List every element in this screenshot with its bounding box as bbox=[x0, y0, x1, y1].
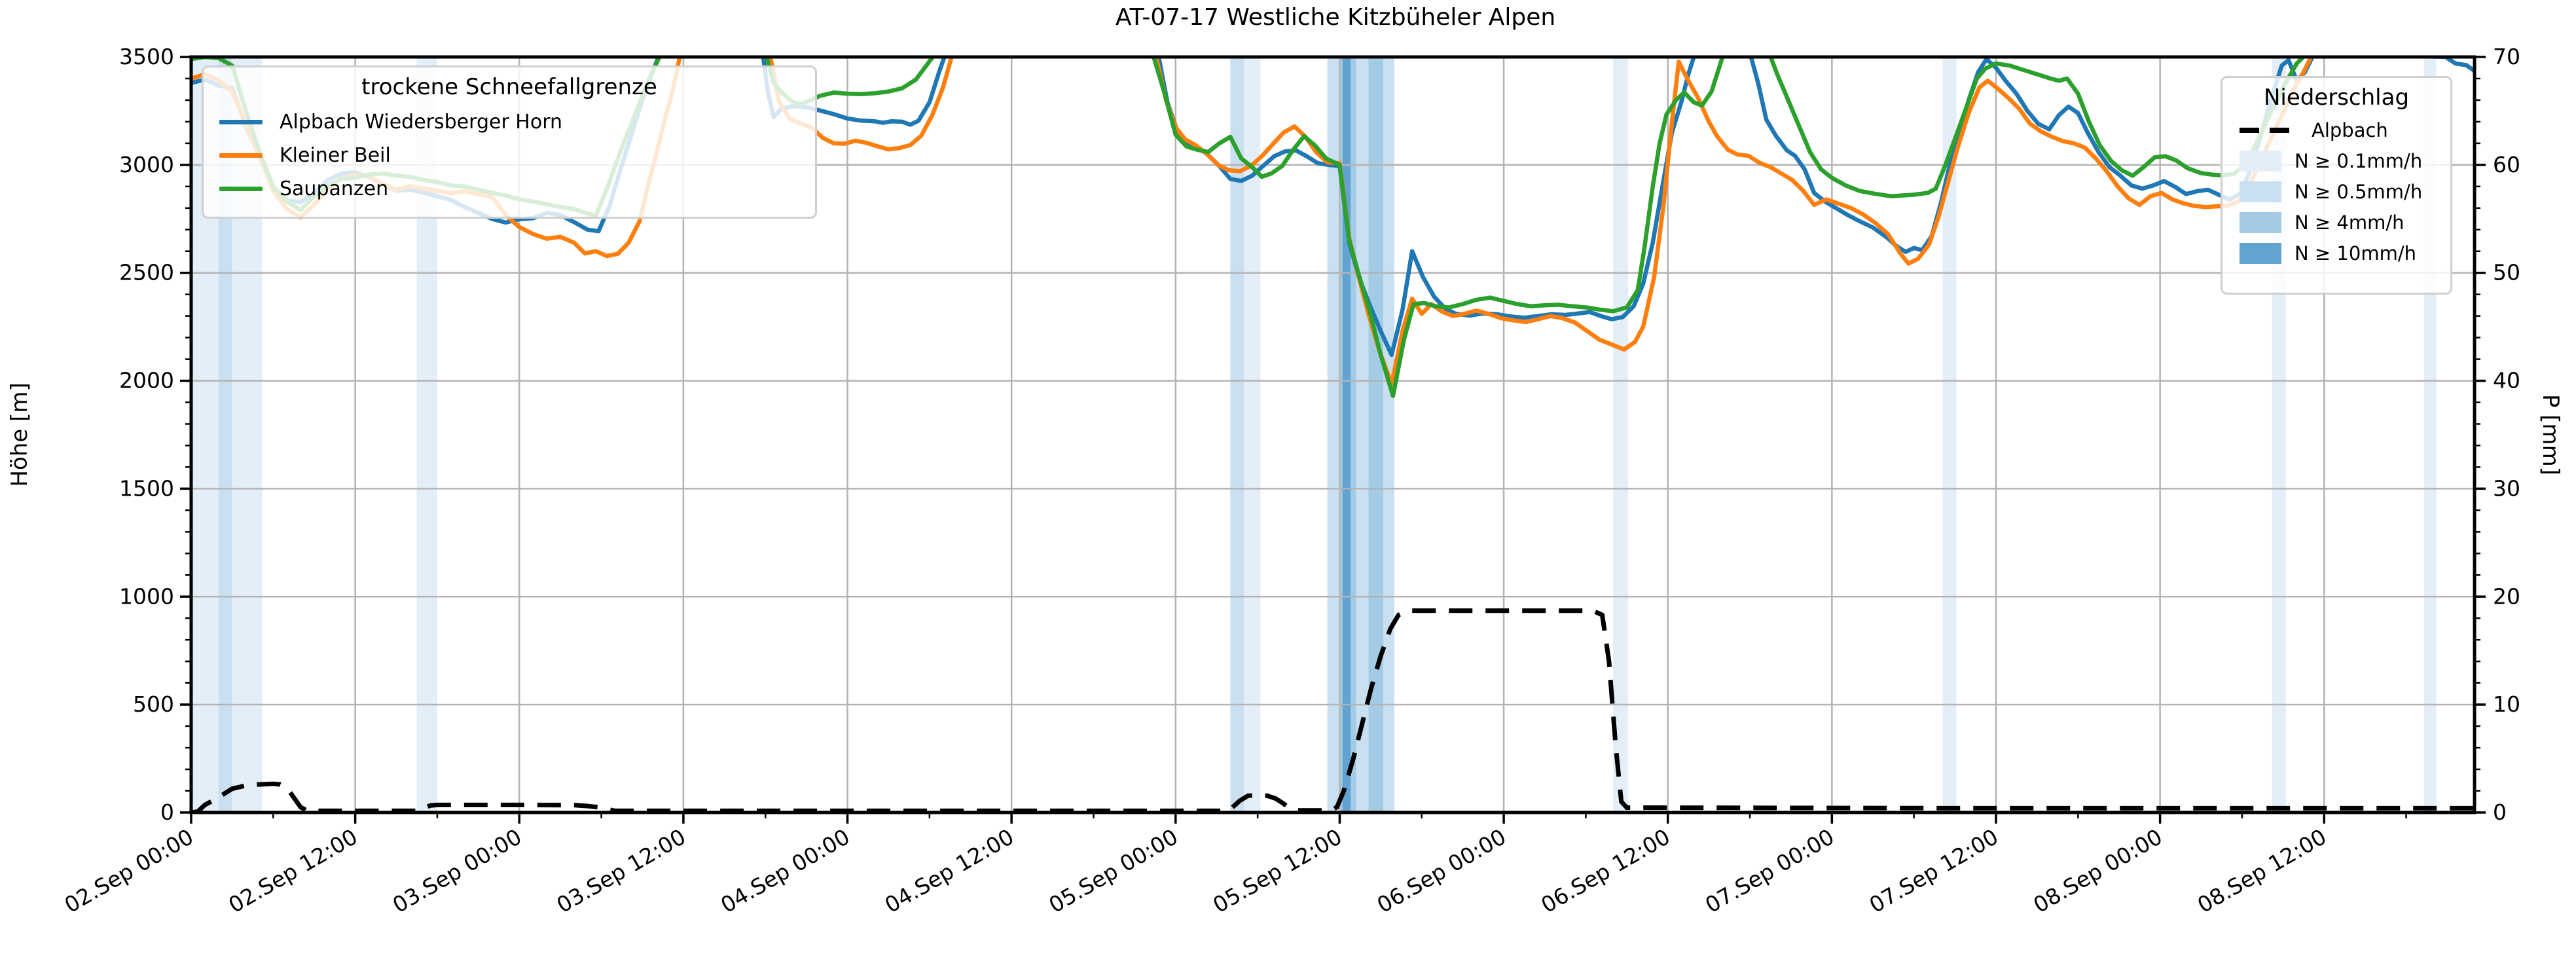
legend-item: N ≥ 0.1mm/h bbox=[2240, 150, 2450, 172]
legend-item-label: Alpbach bbox=[2312, 119, 2388, 141]
x-tick-label: 03.Sep 00:00 bbox=[388, 824, 526, 918]
x-tick-label: 08.Sep 00:00 bbox=[2029, 824, 2166, 918]
legend-item: N ≥ 0.5mm/h bbox=[2240, 181, 2450, 203]
legend-item: Alpbach bbox=[2240, 119, 2450, 141]
chart-title: AT-07-17 Westliche Kitzbüheler Alpen bbox=[1115, 4, 1556, 31]
precip-band-10 bbox=[1342, 57, 1351, 812]
right-tick-label: 30 bbox=[2493, 475, 2520, 501]
right-tick-label: 70 bbox=[2493, 44, 2520, 69]
legend-item: N ≥ 10mm/h bbox=[2240, 242, 2450, 265]
right-tick-label: 0 bbox=[2493, 799, 2507, 825]
x-tick-label: 04.Sep 12:00 bbox=[880, 824, 1018, 918]
x-tick-label: 05.Sep 00:00 bbox=[1045, 824, 1182, 918]
left-tick-label: 3000 bbox=[119, 152, 174, 177]
line-swatch-orange bbox=[219, 153, 263, 158]
left-tick-label: 1500 bbox=[119, 475, 174, 501]
precip-band-4 bbox=[1368, 57, 1384, 812]
right-tick-label: 60 bbox=[2493, 152, 2520, 177]
dashed-line-swatch bbox=[2240, 128, 2298, 133]
legend-snowline-title: trockene Schneefallgrenze bbox=[361, 74, 657, 100]
x-tick-label: 02.Sep 00:00 bbox=[60, 824, 198, 918]
x-tick-label: 06.Sep 00:00 bbox=[1373, 824, 1510, 918]
right-tick-label: 50 bbox=[2493, 260, 2520, 285]
band-swatch-10 bbox=[2240, 243, 2281, 264]
left-tick-label: 2000 bbox=[119, 368, 174, 393]
precip-band-0.5 bbox=[218, 57, 232, 812]
left-tick-label: 0 bbox=[160, 799, 174, 825]
curve-kleiner-beil bbox=[191, 57, 2313, 386]
band-swatch-01 bbox=[2240, 151, 2281, 172]
x-tick-label: 04.Sep 00:00 bbox=[716, 824, 854, 918]
legend-item: Kleiner Beil bbox=[219, 144, 815, 167]
line-swatch-green bbox=[219, 187, 263, 191]
legend-item-label: N ≥ 0.1mm/h bbox=[2295, 150, 2423, 172]
legend-item-label: N ≥ 4mm/h bbox=[2295, 211, 2404, 234]
x-tick-label: 07.Sep 12:00 bbox=[1865, 824, 2003, 918]
x-tick-label: 02.Sep 12:00 bbox=[224, 824, 361, 918]
right-tick-label: 20 bbox=[2493, 583, 2520, 609]
x-tick-label: 07.Sep 00:00 bbox=[1701, 824, 1838, 918]
left-tick-label: 2500 bbox=[119, 260, 174, 285]
legend-precip: Niederschlag Alpbach N ≥ 0.1mm/h N ≥ 0.5… bbox=[2221, 76, 2452, 295]
left-tick-label: 3500 bbox=[119, 44, 174, 69]
x-tick-label: 05.Sep 12:00 bbox=[1208, 824, 1346, 918]
legend-item: N ≥ 4mm/h bbox=[2240, 211, 2450, 234]
legend-snowline: trockene Schneefallgrenze Alpbach Wieder… bbox=[202, 65, 817, 219]
legend-item-label: Alpbach Wiedersberger Horn bbox=[280, 111, 563, 134]
line-swatch-blue bbox=[219, 120, 263, 124]
x-tick-label: 06.Sep 12:00 bbox=[1536, 824, 1674, 918]
right-tick-label: 10 bbox=[2493, 691, 2520, 717]
left-tick-label: 1000 bbox=[119, 583, 174, 609]
left-axis-label: Höhe [m] bbox=[7, 382, 33, 487]
precip-band-0.5 bbox=[1356, 57, 1369, 812]
precip-band-0.1 bbox=[1613, 57, 1629, 812]
legend-item: Alpbach Wiedersberger Horn bbox=[219, 111, 815, 134]
legend-item-label: Kleiner Beil bbox=[280, 144, 391, 167]
precip-band-0.1 bbox=[1942, 57, 1957, 812]
band-swatch-05 bbox=[2240, 181, 2281, 202]
precip-band-0.5 bbox=[1230, 57, 1244, 812]
left-tick-label: 500 bbox=[133, 691, 174, 717]
precip-band-0.5 bbox=[1327, 57, 1340, 812]
legend-item-label: Saupanzen bbox=[280, 177, 389, 200]
precip-line-alpbach bbox=[191, 608, 2475, 812]
legend-item-label: N ≥ 10mm/h bbox=[2295, 242, 2416, 265]
precip-band-0.5 bbox=[1383, 57, 1394, 812]
x-tick-label: 08.Sep 12:00 bbox=[2193, 824, 2331, 918]
x-tick-label: 03.Sep 12:00 bbox=[553, 824, 690, 918]
ticks bbox=[180, 56, 2486, 824]
plot-spines bbox=[189, 55, 2476, 814]
legend-item-label: N ≥ 0.5mm/h bbox=[2295, 181, 2423, 203]
precip-band-0.1 bbox=[1244, 57, 1261, 812]
band-swatch-4 bbox=[2240, 212, 2281, 233]
right-axis-label: P [mm] bbox=[2537, 393, 2564, 476]
right-tick-label: 40 bbox=[2493, 368, 2520, 393]
legend-item: Saupanzen bbox=[219, 177, 815, 200]
legend-precip-title: Niederschlag bbox=[2263, 84, 2410, 111]
